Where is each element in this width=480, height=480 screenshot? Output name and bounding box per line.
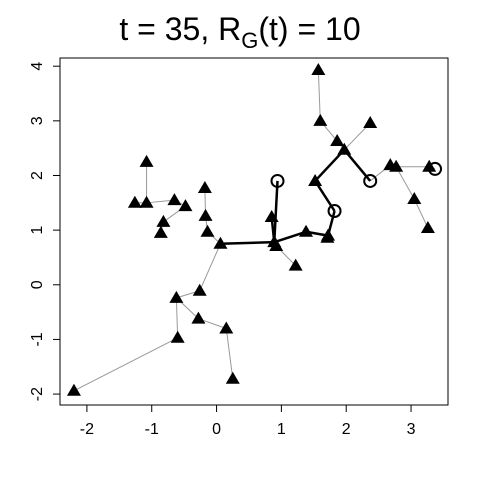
bold-edge [314, 148, 346, 182]
triangle-point [420, 220, 435, 233]
triangle-point [313, 113, 328, 126]
title-part: t = 35, R [119, 11, 241, 47]
triangle-point [170, 330, 185, 343]
circle-point [327, 204, 342, 219]
triangle-point [200, 224, 215, 237]
circle-point [363, 173, 378, 188]
circle-point [428, 161, 443, 176]
triangle-point [320, 230, 335, 243]
triangle-point [219, 321, 234, 334]
triangle-point [156, 214, 171, 227]
title-subscript: G [241, 28, 258, 53]
triangle-point [66, 383, 81, 396]
triangle-point [264, 210, 279, 223]
bold-edge [273, 180, 279, 243]
triangle-point [191, 311, 206, 324]
x-tick-label: 3 [407, 421, 416, 438]
edge [199, 243, 221, 291]
triangle-point [269, 238, 284, 251]
triangle-point [139, 195, 154, 208]
triangle-point [330, 134, 345, 147]
triangle-point [192, 283, 207, 296]
triangle-point [139, 154, 154, 167]
y-tick-label: 4 [29, 62, 46, 71]
x-tick-label: 0 [212, 421, 221, 438]
triangle-point [225, 371, 240, 384]
triangle-point [407, 191, 422, 204]
edge [73, 337, 178, 392]
x-tick-label: 1 [277, 421, 286, 438]
triangle-point [167, 193, 182, 206]
y-tick-label: 1 [29, 226, 46, 235]
y-tick-label: 3 [29, 116, 46, 125]
triangle-point [389, 159, 404, 172]
triangle-point [363, 116, 378, 129]
y-tick-label: 0 [29, 280, 46, 289]
y-tick-label: -1 [29, 332, 46, 346]
triangle-point [169, 290, 184, 303]
triangle-point [299, 224, 314, 237]
title-part: (t) = 10 [258, 11, 360, 47]
x-tick-label: -2 [80, 421, 94, 438]
triangle-point [337, 142, 352, 155]
triangle-point [311, 63, 326, 76]
bold-edge [273, 230, 307, 244]
triangle-point [153, 225, 168, 238]
plot-frame [59, 57, 449, 406]
circle-point [270, 173, 285, 188]
triangle-point [288, 258, 303, 271]
triangle-point [127, 195, 142, 208]
bold-edge [220, 240, 275, 246]
y-tick-label: -2 [29, 387, 46, 401]
x-tick-label: 2 [342, 421, 351, 438]
triangle-point [197, 181, 212, 194]
triangle-point [178, 199, 193, 212]
edge [175, 297, 179, 338]
triangle-point [198, 208, 213, 221]
chart-title: t = 35, RG(t) = 10 [119, 11, 360, 53]
x-tick-label: -1 [145, 421, 159, 438]
triangle-point [213, 236, 228, 249]
edge [317, 70, 321, 121]
y-tick-label: 2 [29, 171, 46, 180]
edge [225, 328, 234, 379]
edge [395, 166, 415, 200]
edge [146, 199, 175, 204]
triangle-point [308, 173, 323, 186]
